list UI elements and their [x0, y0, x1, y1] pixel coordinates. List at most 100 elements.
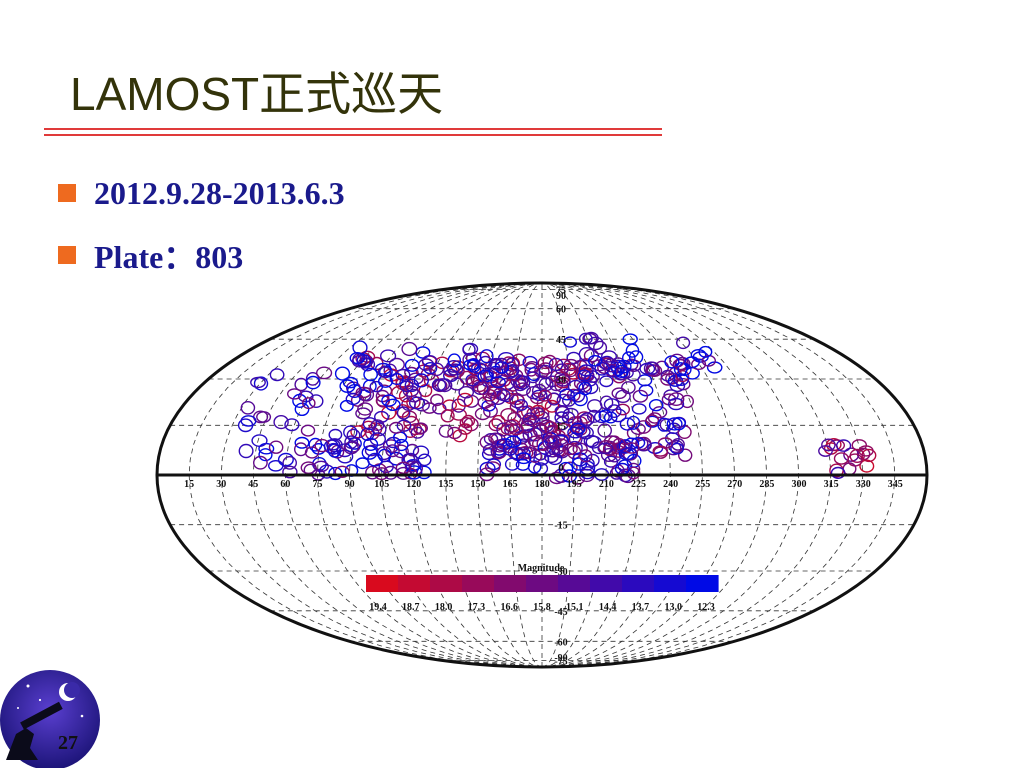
telescope-logo-icon: [0, 670, 100, 768]
longitude-tick-label: 225: [631, 479, 646, 490]
plate-circle: [479, 435, 494, 449]
plate-circle: [389, 373, 404, 386]
plate-circle: [516, 452, 532, 465]
plate-circle: [318, 464, 335, 479]
plate-circle: [459, 417, 473, 429]
plate-circle: [308, 437, 323, 452]
plate-circle: [277, 452, 294, 467]
longitude-tick-label: 135: [438, 479, 453, 490]
latitude-tick-label: 60: [556, 305, 566, 316]
latitude-tick-label: -75: [554, 657, 567, 668]
plate-circle: [504, 457, 520, 471]
plate-circle: [515, 382, 532, 397]
plate-circle: [300, 424, 316, 437]
plate-circle: [516, 429, 533, 442]
colorbar-segment: [366, 575, 399, 592]
plate-circle: [305, 375, 321, 390]
colorbar-segment: [622, 575, 655, 592]
longitude-tick-label: 150: [471, 479, 486, 490]
plate-circle: [698, 345, 713, 358]
plate-circle: [380, 349, 397, 363]
plate-circle: [388, 451, 405, 466]
plate-circle: [612, 438, 626, 451]
plate-circle: [363, 437, 379, 452]
plate-circle: [563, 358, 579, 372]
plate-circle: [256, 411, 272, 423]
plate-circle: [684, 356, 700, 369]
plate-circle: [559, 388, 575, 401]
plate-circle: [668, 392, 685, 406]
colorbar-segment: [398, 575, 431, 592]
grid-meridian: [541, 282, 639, 668]
plate-circle: [393, 444, 409, 459]
latitude-tick-label: -45: [554, 607, 567, 618]
bullet-plate-count: Plate：803: [58, 224, 345, 286]
colorbar-tick-label: 13.0: [664, 602, 682, 613]
plate-circle: [619, 417, 636, 431]
longitude-tick-label: 165: [503, 479, 518, 490]
longitude-tick-label: 60: [280, 479, 290, 490]
plate-circle: [491, 414, 506, 430]
plate-circle: [635, 420, 652, 434]
plate-circle: [412, 445, 430, 460]
plate-circle: [675, 370, 690, 383]
plate-circle: [474, 407, 491, 421]
colorbar-tick-label: 12.3: [697, 602, 715, 613]
colorbar-segment: [494, 575, 527, 592]
colorbar-tick-label: 16.6: [500, 602, 518, 613]
plate-circle: [356, 353, 372, 368]
plate-circle: [833, 452, 850, 465]
plate-circle: [498, 352, 515, 365]
plate-circle: [583, 331, 599, 345]
plate-circle: [316, 366, 333, 380]
colorbar-tick-label: 19.4: [369, 602, 387, 613]
bullet-text: Plate：803: [94, 239, 244, 275]
longitude-tick-label: 105: [374, 479, 389, 490]
plate-circle: [564, 363, 578, 378]
page-number: 27: [58, 732, 78, 754]
plate-circle: [601, 350, 618, 363]
longitude-tick-label: 345: [888, 479, 903, 490]
plate-circle: [599, 375, 614, 388]
plate-circle: [597, 442, 614, 455]
colorbar-title: Magnitude: [518, 563, 565, 574]
latitude-tick-label: 45: [556, 335, 566, 346]
plate-circle: [667, 397, 685, 411]
longitude-tick-label: 315: [824, 479, 839, 490]
plate-circle: [282, 465, 298, 479]
plate-circle: [539, 419, 556, 434]
plate-circle: [326, 439, 341, 451]
plate-circle: [461, 414, 476, 428]
plate-circle: [526, 371, 540, 384]
plate-circle: [269, 368, 285, 382]
plate-circle: [639, 362, 656, 375]
plate-circle: [678, 448, 693, 462]
longitude-tick-label: 195: [567, 479, 582, 490]
plate-circle: [423, 362, 438, 375]
plate-circle: [621, 381, 636, 395]
plate-circle: [251, 434, 268, 447]
latitude-tick-label: -30: [554, 567, 567, 578]
plate-circle: [604, 363, 619, 377]
plate-circle: [536, 417, 551, 432]
plate-circle: [342, 376, 359, 389]
plate-circle: [401, 341, 418, 357]
latitude-tick-label: 15: [556, 421, 566, 432]
title-underline-bottom: [44, 134, 662, 136]
plate-circle: [648, 399, 664, 412]
plate-circle: [326, 442, 341, 455]
plate-circle: [537, 389, 552, 402]
plate-circle: [339, 399, 354, 412]
plate-circle: [538, 364, 553, 380]
plate-circle: [430, 393, 444, 407]
plate-circle: [458, 385, 475, 399]
plate-circle: [396, 406, 411, 420]
plate-circle: [346, 384, 363, 399]
plate-circle: [287, 388, 303, 400]
plate-circle: [603, 455, 619, 468]
plate-circle: [672, 417, 686, 431]
plate-circle: [377, 366, 392, 378]
plate-circle: [503, 365, 518, 379]
latitude-tick-label: 30: [556, 375, 566, 386]
plate-circle: [405, 443, 420, 457]
